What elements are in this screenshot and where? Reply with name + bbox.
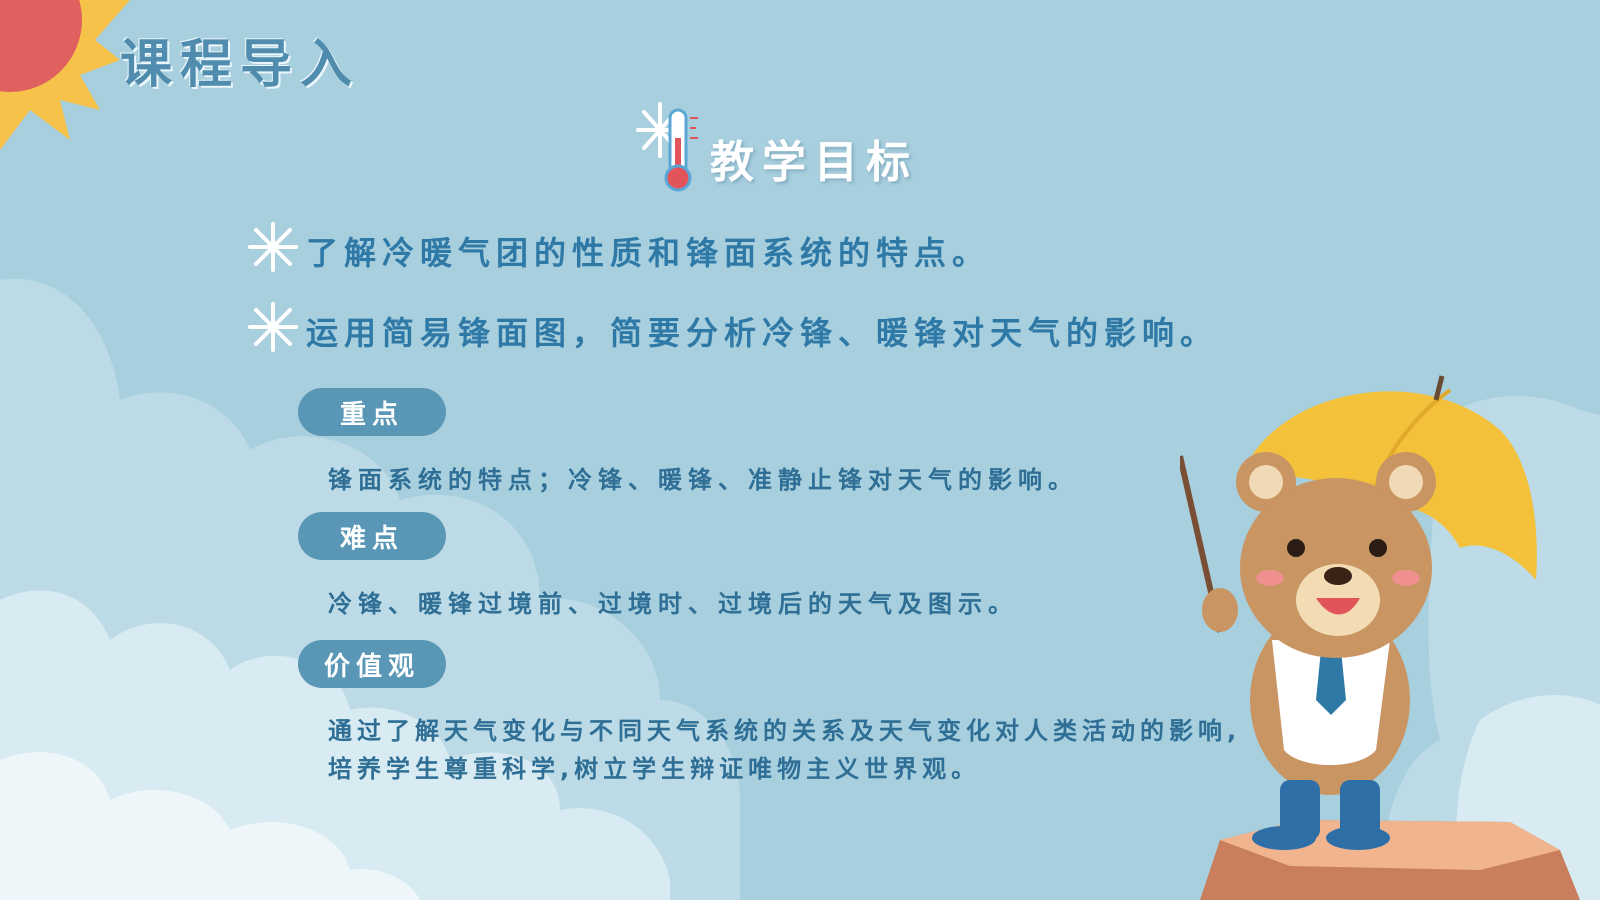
bear-umbrella-illustration (1180, 375, 1580, 900)
key-point-text: 锋面系统的特点；冷锋、暖锋、准静止锋对天气的影响。 (328, 466, 1078, 494)
key-point-label: 重点 (298, 388, 446, 436)
cloud-front (0, 752, 420, 900)
values-label: 价值观 (298, 640, 446, 688)
slide-title: 课程导入 (120, 35, 361, 95)
objective-2: 运用简易锋面图，简要分析冷锋、暖锋对天气的影响。 (306, 314, 1219, 352)
goal-title: 教学目标 (710, 137, 918, 188)
snowflake-icon (248, 302, 298, 352)
difficulty-text: 冷锋、暖锋过境前、过境时、过境后的天气及图示。 (328, 590, 1018, 618)
values-text: 通过了解天气变化与不同天气系统的关系及天气变化对人类活动的影响,培养学生尊重科学… (328, 717, 1242, 783)
thermometer-snowflake-icon (636, 102, 698, 192)
snowflake-icon (248, 222, 298, 272)
difficulty-label: 难点 (298, 512, 446, 560)
objective-1: 了解冷暖气团的性质和锋面系统的特点。 (306, 234, 991, 272)
sun-icon (0, 0, 130, 150)
